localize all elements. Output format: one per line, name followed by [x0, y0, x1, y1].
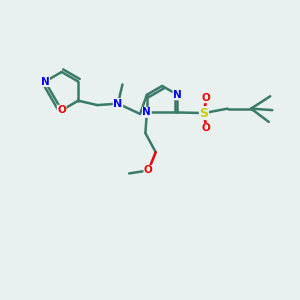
Text: O: O	[144, 166, 153, 176]
Text: O: O	[57, 105, 66, 115]
Text: N: N	[173, 90, 182, 100]
Text: N: N	[113, 99, 123, 109]
Text: N: N	[142, 107, 151, 118]
Text: S: S	[200, 106, 208, 119]
Text: O: O	[202, 93, 211, 103]
Text: O: O	[202, 123, 211, 134]
Text: N: N	[41, 76, 50, 86]
